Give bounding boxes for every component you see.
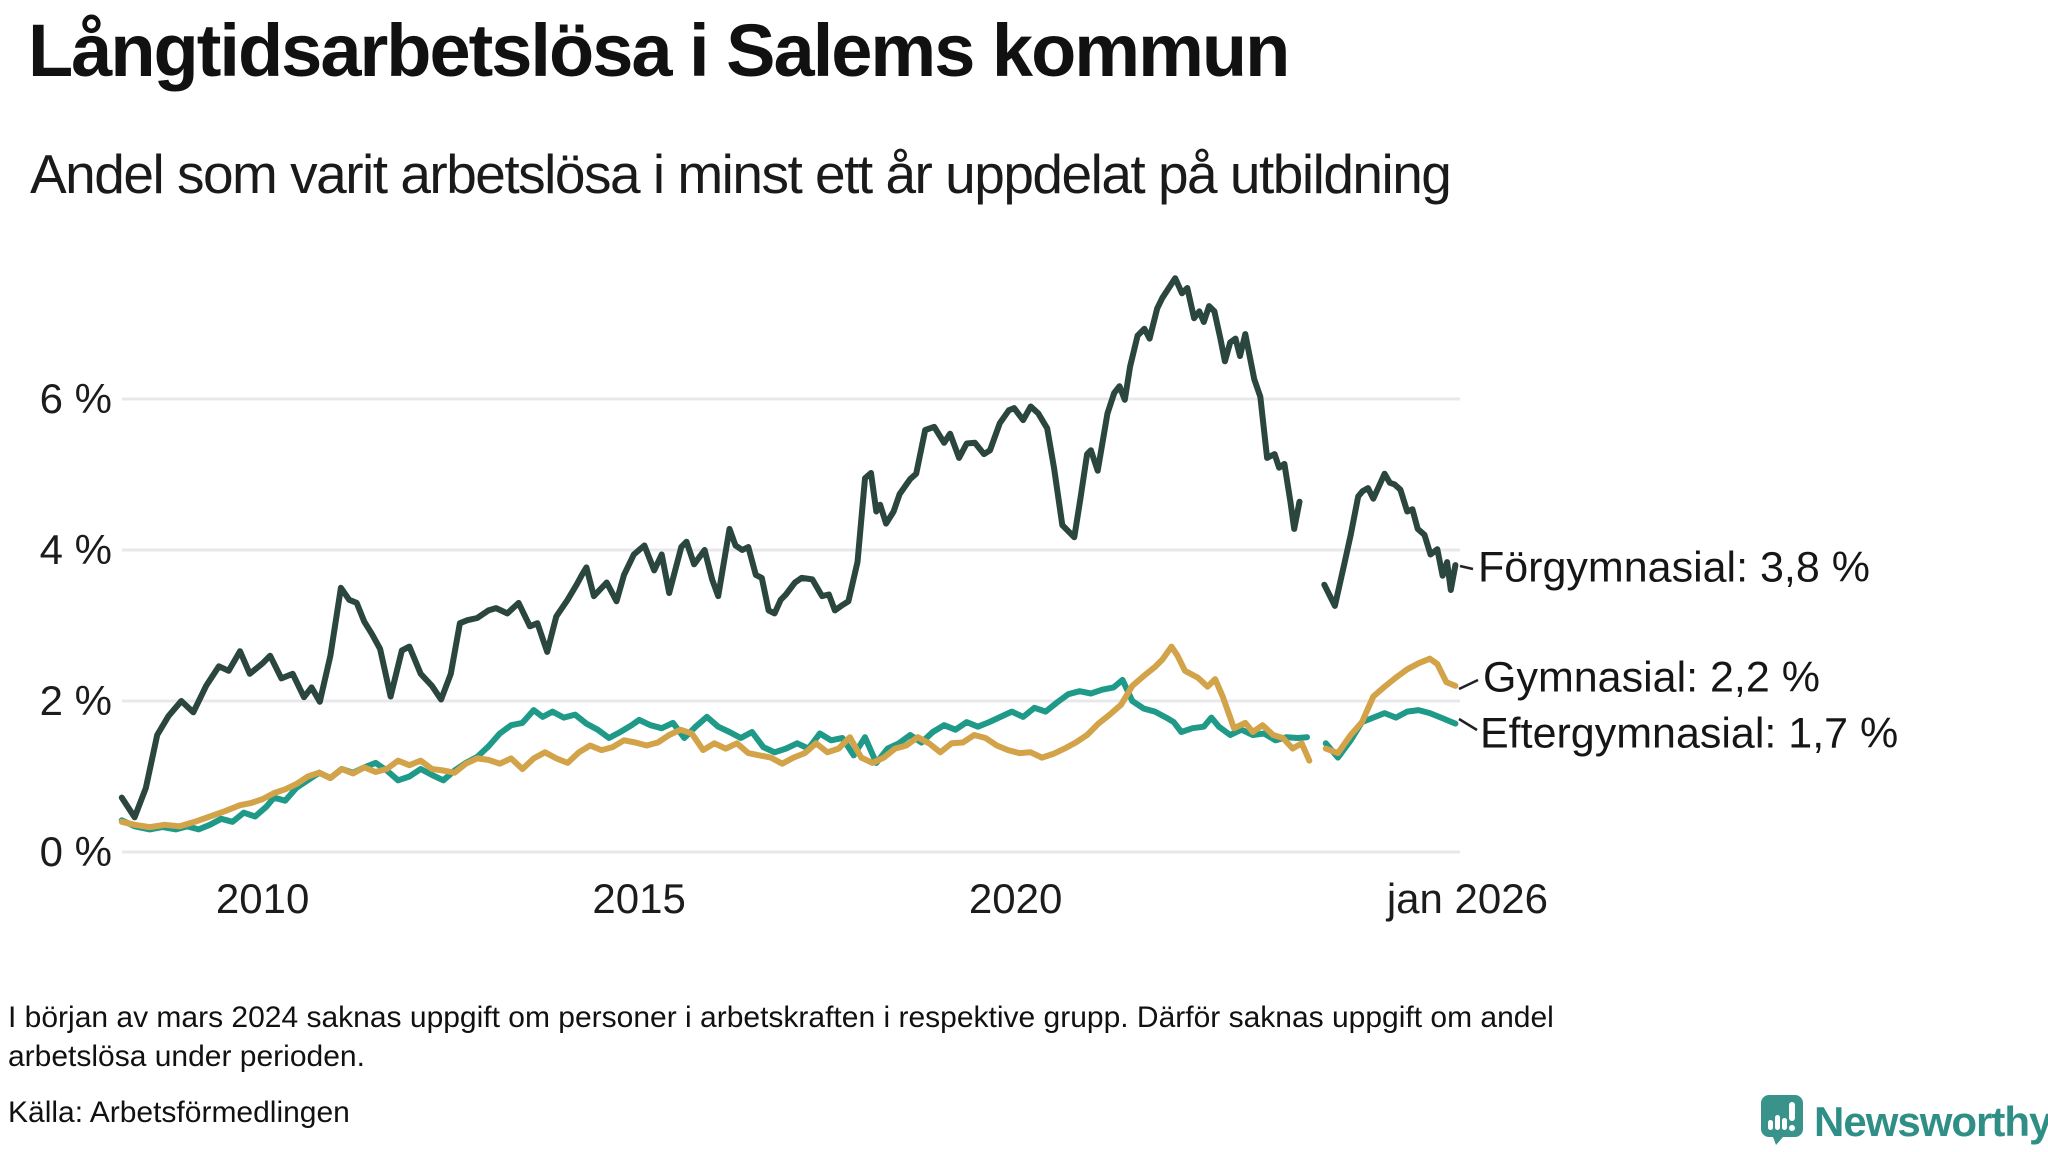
series-label-forgymnasial: Förgymnasial: 3,8 % [1478, 543, 1870, 592]
line-förgymnasial [1321, 470, 1459, 609]
footnote: I början av mars 2024 saknas uppgift om … [8, 1001, 1554, 1073]
source-line: Källa: Arbetsförmedlingen [8, 1096, 350, 1129]
y-tick-2: 2 % [39, 677, 112, 724]
newsworthy-logo-text: Newsworthy [1814, 1098, 2048, 1145]
chart-title: Långtidsarbetslösa i Salems kommun [28, 9, 1290, 92]
y-tick-0: 0 % [39, 828, 112, 875]
line-förgymnasial [118, 275, 1303, 821]
x-tick-jan-2026: jan 2026 [1386, 875, 1548, 922]
annotation-connector-2 [1458, 717, 1478, 732]
y-tick-6: 6 % [39, 375, 112, 422]
line-eftergymnasial [1322, 707, 1459, 761]
x-tick-2010: 2010 [215, 875, 310, 922]
newsworthy-logo: Newsworthy [1760, 1094, 2048, 1151]
line-gymnasial [1322, 655, 1459, 757]
annotation-connector-1 [1458, 678, 1479, 691]
line-gymnasial [118, 643, 1313, 831]
newsworthy-logo-icon [1760, 1094, 1804, 1151]
series-label-gymnasial: Gymnasial: 2,2 % [1483, 653, 1820, 702]
y-tick-4: 4 % [39, 526, 112, 573]
annotation-connector-0 [1459, 564, 1474, 571]
x-tick-2020: 2020 [968, 875, 1063, 922]
chart-subtitle: Andel som varit arbetslösa i minst ett å… [30, 143, 1452, 205]
x-tick-2015: 2015 [592, 875, 686, 922]
series-label-eftergymnasial: Eftergymnasial: 1,7 % [1480, 709, 1899, 758]
